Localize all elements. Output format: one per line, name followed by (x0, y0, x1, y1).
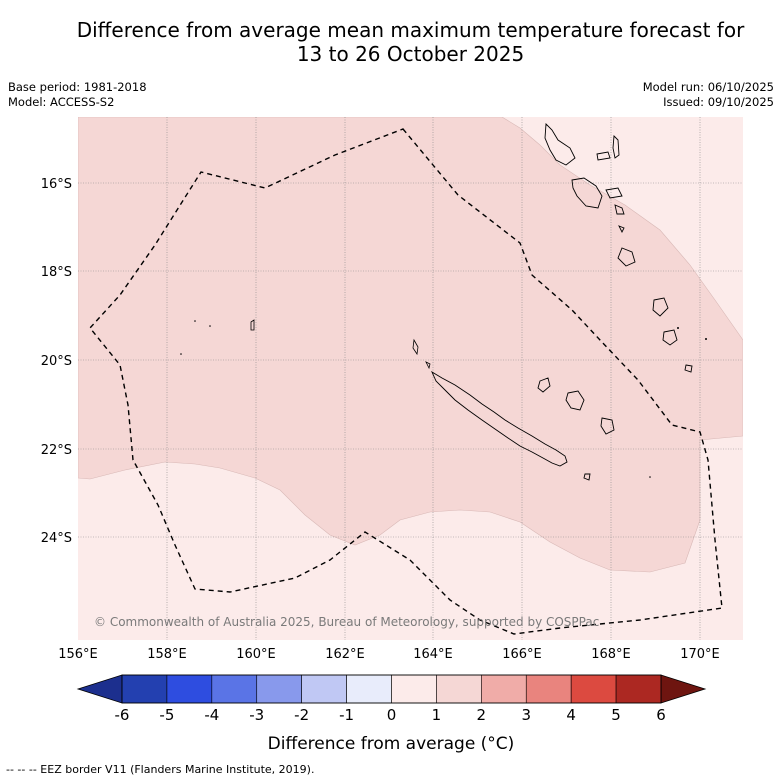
lat-label: 18°S (41, 265, 72, 280)
copyright-notice: © Commonwealth of Australia 2025, Bureau… (94, 615, 599, 629)
colorbar-swatch (256, 674, 302, 704)
colorbar: -6 -5 -4 -3 -2 -1 0 1 2 3 4 5 6 Difference from aver… (76, 674, 707, 754)
lon-label: 162°E (325, 647, 365, 662)
colorbar-tick-label: -2 (294, 706, 309, 724)
title-line-1: Difference from average mean maximum tem… (76, 18, 745, 42)
meta-left: Base period: 1981-2018 Model: ACCESS-S2 (8, 80, 147, 110)
lon-label: 170°E (680, 647, 720, 662)
vanuatu-islands (544, 122, 693, 373)
colorbar-swatch (391, 674, 437, 704)
lon-labels: 156°E 158°E 160°E 162°E 164°E 166°E 168°… (58, 647, 720, 662)
loyalty-islands (537, 377, 615, 481)
lat-label: 20°S (41, 354, 72, 369)
issued-date: Issued: 09/10/2025 (663, 95, 774, 109)
colorbar-tick-label: 2 (477, 706, 487, 724)
colorbar-left-extension (76, 674, 123, 704)
title-line-2: 13 to 26 October 2025 (296, 42, 525, 66)
base-period: Base period: 1981-2018 (8, 80, 147, 94)
colorbar-swatch (166, 674, 213, 704)
lon-label: 160°E (236, 647, 276, 662)
colorbar-tick-label: 1 (432, 706, 442, 724)
colorbar-label: Difference from average (°C) (268, 734, 515, 754)
colorbar-tick-label: -5 (159, 706, 174, 724)
colorbar-tick-label: 5 (611, 706, 621, 724)
eez-border (89, 128, 723, 635)
meta-right: Model run: 06/10/2025 Issued: 09/10/2025 (643, 80, 774, 110)
lon-label: 164°E (413, 647, 453, 662)
lat-labels: 16°S 18°S 20°S 22°S 24°S (41, 177, 72, 546)
model-name: Model: ACCESS-S2 (8, 95, 115, 109)
colorbar-tick-label: -6 (115, 706, 130, 724)
colorbar-tick-label: 4 (566, 706, 576, 724)
colorbar-right-extension (660, 674, 707, 704)
region-1-to-2 (78, 117, 743, 573)
colorbar-tick-label: 6 (656, 706, 666, 724)
colorbar-swatch (436, 674, 482, 704)
colorbar-swatch (211, 674, 258, 704)
lon-label: 168°E (591, 647, 631, 662)
lon-label: 158°E (147, 647, 187, 662)
colorbar-swatch (570, 674, 617, 704)
lon-label: 156°E (58, 647, 98, 662)
model-run: Model run: 06/10/2025 (642, 80, 774, 94)
colorbar-tick-label: 0 (387, 706, 397, 724)
map-area: © Commonwealth of Australia 2025, Bureau… (78, 117, 743, 640)
colorbar-swatch (525, 674, 572, 704)
lat-label: 16°S (41, 177, 72, 192)
graticule (78, 117, 743, 640)
lat-label: 24°S (41, 531, 72, 546)
colorbar-tick-label: -4 (204, 706, 219, 724)
colorbar-tick-label: 3 (521, 706, 531, 724)
colorbar-swatch (481, 674, 527, 704)
lon-label: 166°E (502, 647, 542, 662)
legend-footer: -- -- -- EEZ border V11 (Flanders Marine… (6, 763, 315, 776)
chart-title: Difference from average mean maximum tem… (0, 18, 781, 66)
new-caledonia-island (431, 370, 568, 467)
colorbar-swatch (615, 674, 662, 704)
colorbar-swatch (346, 674, 392, 704)
colorbar-tick-label: -1 (339, 706, 354, 724)
lat-label: 22°S (41, 443, 72, 458)
colorbar-swatch (301, 674, 347, 704)
colorbar-tick-label: -3 (249, 706, 264, 724)
colorbar-swatch (121, 674, 168, 704)
